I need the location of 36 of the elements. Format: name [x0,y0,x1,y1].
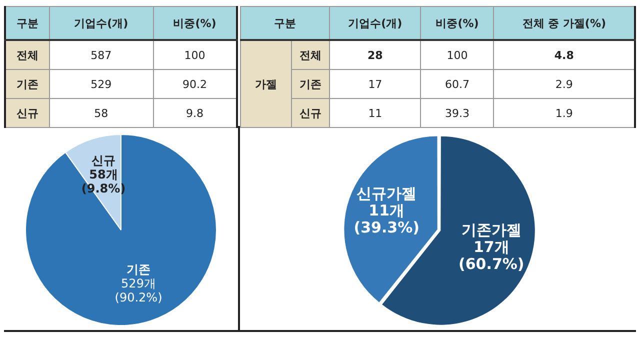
text: 17 [330,70,421,98]
text: 기존 [292,70,330,98]
text: 전체 [5,40,50,70]
slice-label: 기존가젤 [461,221,522,240]
text: 60.7 [420,70,494,98]
text: 529 [49,70,153,98]
text: 비중(%) [420,6,494,40]
slice-label: 신규 [92,154,116,168]
text: 신규 [5,98,50,128]
text: 587 [49,40,153,70]
text: 9.8 [153,98,237,128]
data-label: 529개 (90.2%) [114,276,162,305]
text: 2.9 [494,70,635,98]
data-label: 17개 (60.7%) [458,238,524,274]
slice-label: 기존 [126,262,150,277]
text: 기업수(개) [330,6,421,40]
text: 1.9 [494,98,635,128]
data-label: 11개 (39.3%) [354,202,420,237]
text: 전체 [292,40,330,70]
text: 28 [330,40,421,70]
text: 100 [153,40,237,70]
text: 58 [49,98,153,128]
text: 기존 [5,70,50,98]
text: 39.3 [420,98,494,128]
text: 비중(%) [153,6,237,40]
text: 기업수(개) [49,6,153,40]
text: 4.8 [494,40,635,70]
text: 구분 [240,6,330,40]
text: 가젤 [240,40,292,128]
text: 11 [330,98,421,128]
slice-label: 신규가젤 [356,184,417,203]
text: 구분 [5,6,50,40]
text: 90.2 [153,70,237,98]
text: 전체 중 가젤(%) [494,6,635,40]
text: 신규 [292,98,330,128]
text: 100 [420,40,494,70]
